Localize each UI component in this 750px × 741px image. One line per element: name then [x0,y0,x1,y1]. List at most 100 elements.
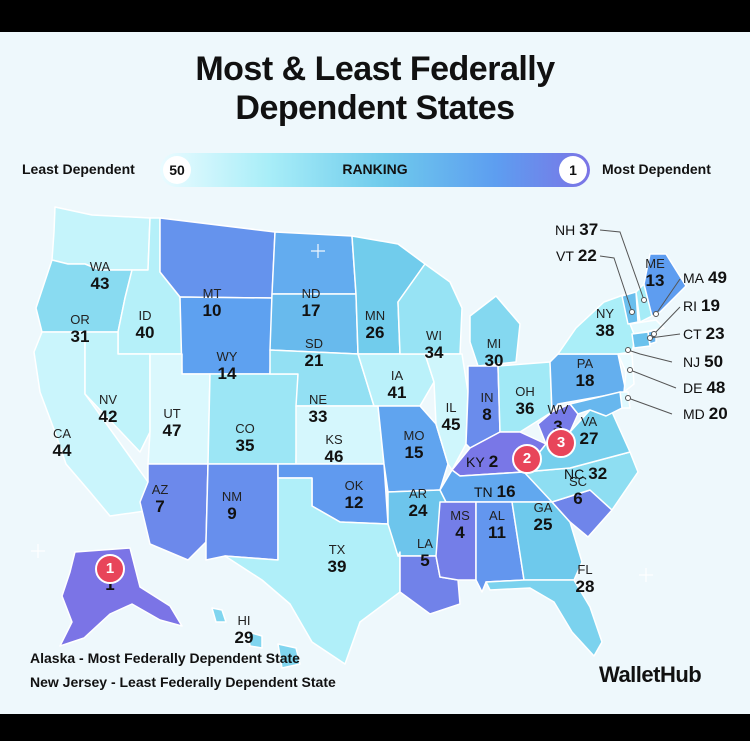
state-rank-wv: 3 [553,417,563,436]
state-rank-fl: 28 [575,577,595,596]
footnote-most: Alaska - Most Federally Dependent State [30,650,300,666]
state-rank-ms: 4 [455,523,465,542]
state-rank-nm: 9 [227,504,237,523]
state-rank-ma: 49 [708,268,727,287]
state-FL [485,579,603,657]
state-abbr-sc: SC [568,474,588,489]
state-rank-wi: 34 [424,343,444,362]
state-abbr-nc: NC [564,466,585,482]
title-line-2: Dependent States [235,89,515,127]
state-abbr-or: OR [70,312,90,327]
state-abbr-al: AL [489,508,505,523]
state-abbr-nv: NV [98,392,118,407]
infographic-card: Most & Least Federally Dependent States … [0,32,750,714]
state-rank-ga: 25 [533,515,553,534]
state-MI [469,295,521,367]
state-rank-ia: 41 [387,383,407,402]
state-abbr-ky: KY [466,454,485,470]
callout-ri: RI 19 [683,296,720,316]
state-rank-nv: 42 [98,407,118,426]
state-abbr-il: IL [445,400,457,415]
state-abbr-ny: NY [595,306,615,321]
state-abbr-pa: PA [576,356,594,371]
state-rank-ok: 12 [344,493,364,512]
state-abbr-ks: KS [325,432,343,447]
state-AK [59,547,183,647]
state-rank-de: 48 [706,378,726,397]
state-abbr-ne: NE [308,392,328,407]
state-rank-oh: 36 [515,399,535,418]
us-map [31,206,687,669]
state-rank-mo: 15 [404,443,424,462]
legend-most-label: Most Dependent [602,161,711,177]
legend-high-marker: 1 [559,156,587,184]
state-abbr-la: LA [417,536,433,551]
state-ND [271,231,357,295]
state-abbr-va: VA [580,414,598,429]
state-abbr-ri: RI [683,298,697,314]
state-abbr-mi: MI [486,336,502,351]
state-abbr-wa: WA [89,259,111,274]
state-rank-ky: 2 [488,452,499,471]
rank-badge-ky: 2 [512,444,542,474]
state-rank-ca: 44 [52,441,72,460]
state-rank-hi: 29 [234,628,254,647]
state-rank-ks: 46 [324,447,344,466]
title-line-1: Most & Least Federally [195,50,555,88]
state-abbr-az: AZ [151,482,169,497]
state-abbr-id: ID [138,308,152,323]
state-rank-ny: 38 [595,321,615,340]
state-abbr-in: IN [480,390,494,405]
state-abbr-de: DE [683,380,703,396]
footnote-least: New Jersey - Least Federally Dependent S… [30,674,336,690]
state-abbr-nj: NJ [683,354,701,370]
state-rank-mt: 10 [202,301,222,320]
state-rank-md: 20 [708,404,728,423]
legend-ranking-label: RANKING [342,161,408,177]
legend-least-label: Least Dependent [22,161,135,177]
decorative-plus-marks [31,244,653,582]
state-abbr-nm: NM [221,489,243,504]
state-abbr-wv: WV [547,402,569,417]
state-abbr-ut: UT [163,406,181,421]
state-rank-wy: 14 [217,364,237,383]
state-abbr-ga: GA [533,500,553,515]
state-rank-id: 40 [135,323,155,342]
state-CT [631,331,651,349]
callout-md: MD 20 [683,404,728,424]
state-ME [643,253,687,317]
state-abbr-mn: MN [364,308,386,323]
state-label-tn: TN 16 [474,482,516,502]
callout-de: DE 48 [683,378,725,398]
callout-lines [599,229,681,415]
callout-ct: CT 23 [683,324,725,344]
callout-nh: NH 37 [555,220,598,240]
state-rank-ct: 23 [705,324,725,343]
state-TX [224,477,401,665]
state-rank-ne: 33 [308,407,328,426]
state-abbr-ia: IA [390,368,404,383]
state-rank-tx: 39 [327,557,347,576]
legend-low-marker: 50 [163,156,191,184]
state-rank-ar: 24 [408,501,428,520]
state-rank-la: 5 [420,551,430,570]
state-MD [569,391,623,417]
state-abbr-ct: CT [683,326,702,342]
state-abbr-nd: ND [301,286,321,301]
wallethub-logo: WalletHub [599,662,702,687]
state-rank-mi: 30 [484,351,504,370]
state-rank-nc: 32 [588,464,608,483]
state-rank-al: 11 [488,523,506,542]
state-abbr-wi: WI [426,328,442,343]
state-abbr-oh: OH [515,384,535,399]
state-rank-nj: 50 [704,352,724,371]
state-abbr-hi: HI [237,613,251,628]
state-rank-va: 27 [579,429,599,448]
rank-badge-ak: 1 [95,554,125,584]
state-rank-co: 35 [235,436,255,455]
state-WI [397,263,463,355]
state-HI [211,607,301,669]
state-abbr-me: ME [645,256,665,271]
state-abbr-sd: SD [304,336,324,351]
state-NJ [617,353,635,393]
